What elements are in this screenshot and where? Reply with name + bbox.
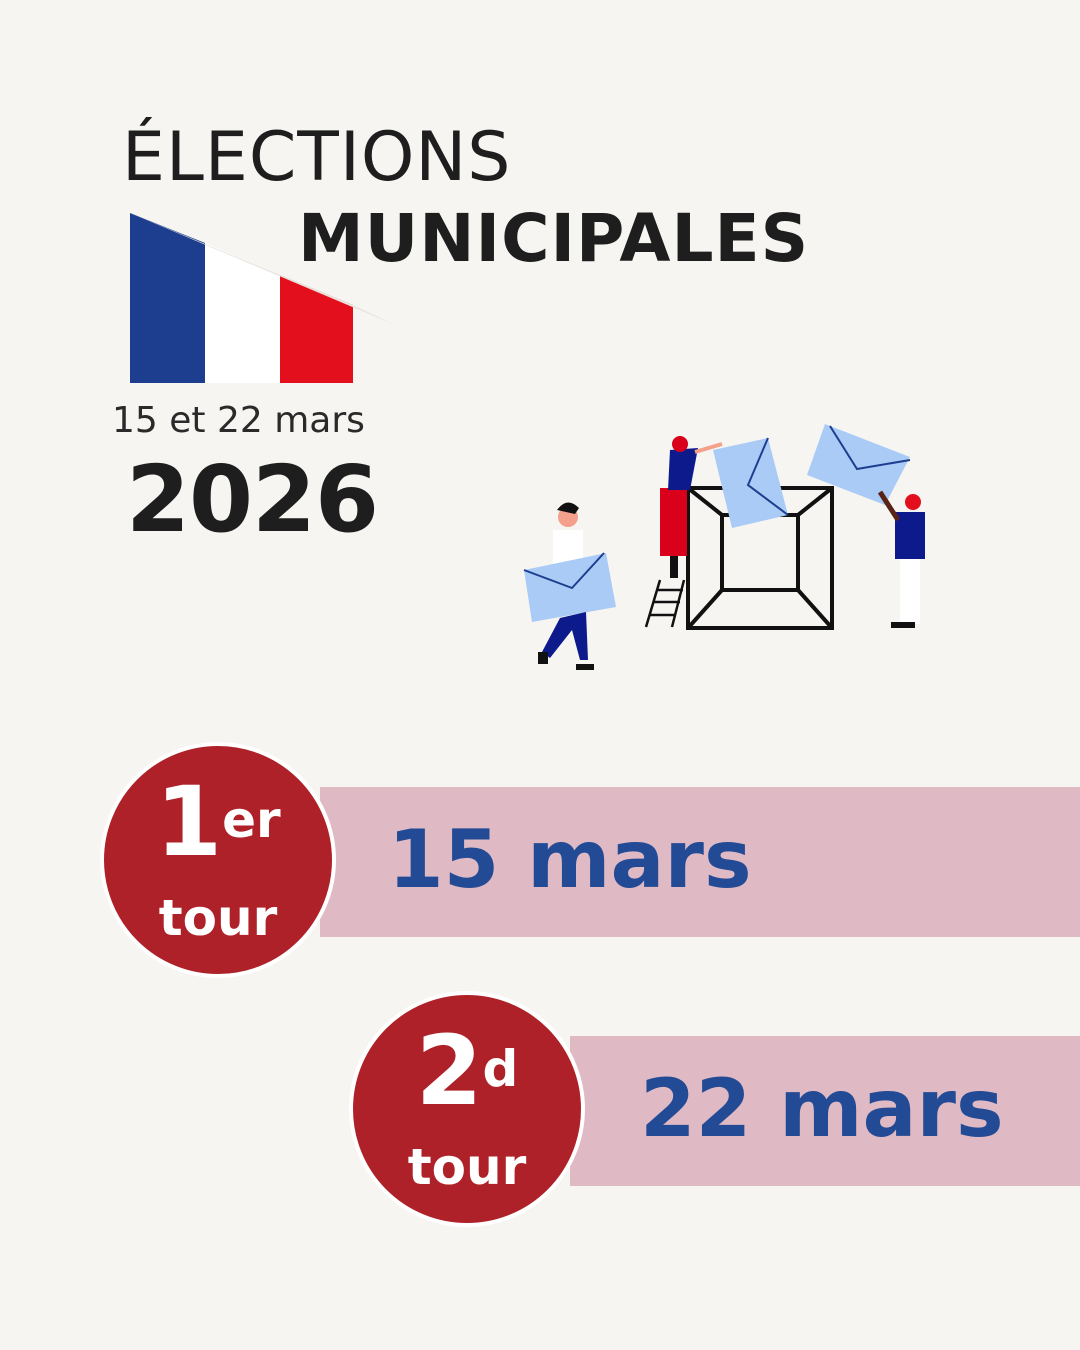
round-number: 1 <box>155 766 223 878</box>
french-flag-icon <box>130 213 395 383</box>
round-1-number: 1er <box>104 774 332 870</box>
ladder <box>644 579 686 628</box>
round-1-label: tour <box>158 889 278 947</box>
man-right-figure <box>877 490 925 628</box>
envelope-icon <box>713 438 788 528</box>
round-number: 2 <box>415 1015 483 1127</box>
round-2-badge: 2d tour <box>349 991 585 1227</box>
round-2-label: tour <box>407 1138 527 1196</box>
round-2-date: 22 mars <box>640 1062 1004 1155</box>
man-left-figure <box>523 502 616 670</box>
election-dates: 15 et 22 mars <box>112 400 365 441</box>
title-elections: ÉLECTIONS <box>122 118 512 197</box>
round-1-date: 15 mars <box>388 813 752 906</box>
woman-figure <box>660 436 723 578</box>
election-year: 2026 <box>126 446 379 553</box>
title-municipales: MUNICIPALES <box>298 200 810 277</box>
envelope-icon <box>807 424 910 505</box>
round-suffix: er <box>222 791 281 849</box>
round-1-badge: 1er tour <box>100 742 336 978</box>
round-2-band: 22 mars <box>570 1036 1080 1186</box>
ballot-box-illustration <box>523 424 925 670</box>
round-1-band: 15 mars <box>320 787 1080 937</box>
round-suffix: d <box>482 1040 519 1098</box>
round-2-number: 2d <box>353 1023 581 1119</box>
